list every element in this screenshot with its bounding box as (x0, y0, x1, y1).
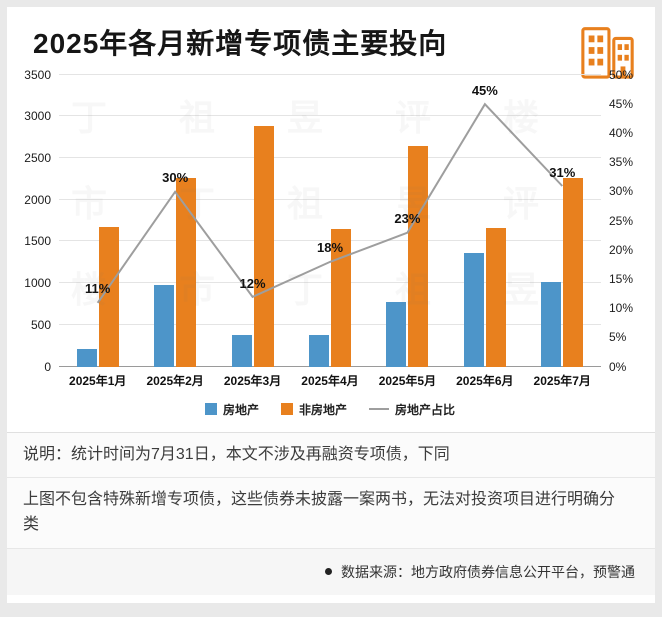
legend-label: 房地产 (222, 402, 259, 417)
x-axis-label: 2025年6月 (456, 373, 514, 388)
grid-line (59, 115, 601, 117)
bar-group (136, 75, 213, 367)
y-axis-tick-right: 10% (609, 301, 634, 316)
chart-legend: 房地产 非房地产 房地产占比 (13, 401, 647, 418)
grid-line (59, 157, 601, 159)
y-axis-tick-right: 40% (609, 126, 634, 140)
grid-line (59, 240, 601, 242)
bar-非房地产 (485, 227, 506, 367)
chart-row: 3500 3000 2500 2000 1500 1000 500 0 11% 30% 12% 18… (13, 68, 647, 374)
ratio-line (96, 102, 564, 303)
bar-group (214, 75, 291, 367)
y-axis-tick-left: 2000 (24, 192, 51, 207)
x-axis: 2025年1月 2025年2月 2025年3月 2025年4月 2025年5月 2025年… (59, 372, 601, 389)
plot-area: 11%30%12%18%23%45%31% 丁祖昱评楼市丁祖昱评楼市丁祖昱 (59, 73, 601, 367)
bar-group (524, 75, 601, 367)
grid-line (59, 365, 601, 367)
line-layer (96, 102, 564, 303)
y-axis-tick-right: 45% (609, 96, 634, 111)
notes-section: 说明：统计时间为7月31日，本文不涉及再融资专项债，下同 上图不包含特殊新增专项… (7, 431, 655, 595)
legend-item: 房地产占比 (369, 401, 455, 418)
source-row: 数据来源：地方政府债券信息公开平台，预警通 (7, 548, 655, 595)
x-axis-label: 2025年4月 (301, 373, 359, 388)
bar-group (291, 75, 368, 367)
legend-marker (369, 408, 389, 411)
bar-房地产 (154, 284, 175, 367)
y-axis-right: 50% 45% 40% 35% 30% 25% 20% 15% 10% 5% 0% (601, 68, 647, 374)
infographic-card: 2025年各月新增专项债主要投向 3500 3000 2500 2000 1500 100… (7, 7, 655, 603)
y-axis-tick-left: 1500 (24, 234, 51, 249)
y-axis-left: 3500 3000 2500 2000 1500 1000 500 0 (13, 68, 59, 374)
y-axis-tick-left: 1000 (24, 276, 51, 291)
y-axis-tick-left: 0 (44, 359, 51, 374)
legend-item: 房地产 (204, 401, 259, 418)
y-axis-tick-right: 0% (609, 359, 627, 374)
bar-group (369, 75, 446, 367)
x-axis-label: 2025年2月 (146, 373, 204, 388)
bar-房地产 (386, 301, 407, 367)
bars-layer (59, 75, 601, 367)
y-axis-tick-right: 35% (609, 155, 634, 170)
note-line-2: 上图不包含特殊新增专项债，这些债券未披露一案两书，无法对投资项目进行明确分类 (7, 478, 655, 549)
y-axis-tick-right: 15% (609, 272, 634, 286)
bar-非房地产 (98, 226, 119, 367)
dot-icon (325, 568, 332, 576)
header: 2025年各月新增专项债主要投向 (7, 7, 655, 79)
x-axis-label: 2025年3月 (223, 373, 282, 388)
bar-房地产 (308, 334, 329, 367)
y-axis-tick-left: 3500 (24, 67, 51, 82)
y-axis-tick-right: 25% (609, 213, 634, 228)
note-line-1: 说明：统计时间为7月31日，本文不涉及再融资专项债，下同 (7, 433, 655, 479)
grid-line (59, 198, 601, 200)
bar-非房地产 (563, 177, 584, 367)
bar-房地产 (541, 281, 562, 367)
y-axis-tick-right: 5% (609, 330, 627, 345)
legend-item: 非房地产 (280, 401, 347, 418)
bar-房地产 (463, 252, 484, 367)
y-axis-tick-right: 50% (609, 67, 634, 82)
x-axis-label: 2025年7月 (533, 373, 591, 388)
legend-marker (280, 403, 293, 416)
chart: 3500 3000 2500 2000 1500 1000 500 0 11% 30% 12% 18… (7, 65, 655, 418)
bar-非房地产 (408, 145, 429, 367)
buildings-icon (581, 27, 634, 79)
y-axis-tick-right: 30% (609, 184, 634, 199)
grid-line (59, 73, 601, 75)
bar-group (59, 75, 136, 367)
data-source-text: 数据来源：地方政府债券信息公开平台，预警通 (341, 563, 635, 580)
x-axis-label: 2025年1月 (69, 373, 127, 388)
x-axis-label: 2025年5月 (378, 373, 437, 388)
bar-房地产 (76, 348, 97, 367)
bar-非房地产 (330, 228, 351, 367)
grid-line (59, 282, 601, 284)
page-title: 2025年各月新增专项债主要投向 (33, 28, 448, 59)
y-axis-tick-right: 20% (609, 242, 634, 257)
y-axis-tick-left: 2500 (24, 151, 51, 166)
legend-label: 房地产占比 (395, 402, 456, 417)
grid-line (59, 323, 601, 325)
bar-非房地产 (176, 177, 197, 367)
bar-房地产 (231, 334, 252, 367)
legend-marker (204, 403, 217, 416)
y-axis-tick-left: 3000 (24, 109, 51, 124)
bar-非房地产 (253, 125, 274, 367)
legend-label: 非房地产 (298, 402, 347, 417)
y-axis-tick-left: 500 (30, 317, 51, 332)
bar-group (446, 75, 523, 367)
